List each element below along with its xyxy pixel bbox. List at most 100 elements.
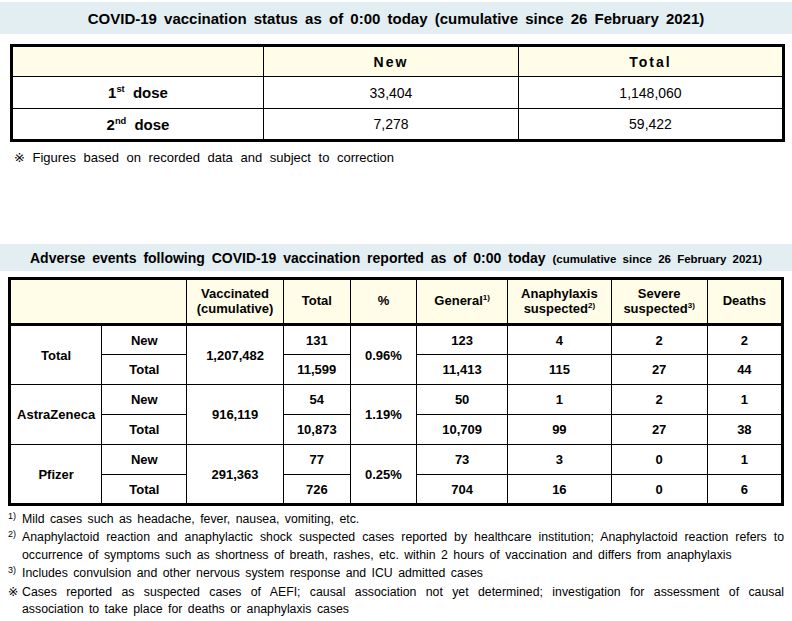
adverse-header-deaths: Deaths — [707, 279, 782, 325]
footnote-ref: 3) — [688, 300, 695, 309]
status-header-row: New Total — [12, 46, 784, 77]
adverse-title-sub: (cumulative since 26 February 2021) — [552, 253, 762, 265]
status-header-new: New — [264, 46, 519, 77]
adverse-title: Adverse events following COVID-19 vaccin… — [30, 250, 546, 266]
pfizer-cum-anaphylaxis: 16 — [508, 475, 611, 505]
total-cum-severe: 27 — [611, 355, 707, 385]
pfizer-cum-deaths: 6 — [707, 475, 782, 505]
footnote-3: 3) Includes convulsion and other nervous… — [8, 565, 784, 582]
row-label-new: New — [102, 385, 187, 415]
second-dose-new: 7,278 — [264, 109, 519, 141]
adverse-header-anaphylaxis: Anaphylaxissuspected2) — [508, 279, 611, 325]
vaccination-status-table: New Total 1st dose 33,404 1,148,060 2nd … — [10, 44, 785, 142]
footnotes: 1) Mild cases such as headache, fever, n… — [8, 511, 784, 619]
total-cum-total: 11,599 — [283, 355, 350, 385]
astrazeneca-vaccinated: 916,119 — [187, 385, 283, 445]
footnote-text: Mild cases such as headache, fever, naus… — [22, 511, 784, 528]
status-title: COVID-19 vaccination status as of 0:00 t… — [88, 10, 705, 27]
footnote-marker: 2) — [8, 528, 22, 563]
pfizer-new-deaths: 1 — [707, 445, 782, 475]
row-label-cumulative: Total — [102, 415, 187, 445]
dose-word: dose — [134, 116, 169, 133]
dose-number: 2 — [107, 116, 115, 133]
header-line: Severe — [638, 286, 681, 301]
dose-word: dose — [133, 84, 168, 101]
ordinal-suffix: nd — [115, 116, 126, 126]
footnote-1: 1) Mild cases such as headache, fever, n… — [8, 511, 784, 528]
group-label-pfizer: Pfizer — [10, 445, 102, 505]
table-row: AstraZeneca New 916,119 54 1.19% 50 1 2 … — [10, 385, 783, 415]
footnote-marker: ※ — [8, 584, 22, 619]
astrazeneca-new-total: 54 — [283, 385, 350, 415]
ordinal-suffix: st — [116, 84, 124, 94]
header-line: suspected — [623, 301, 687, 316]
total-new-severe: 2 — [611, 325, 707, 355]
row-label-cumulative: Total — [102, 355, 187, 385]
pfizer-new-total: 77 — [283, 445, 350, 475]
footnote-ref: 1) — [483, 293, 490, 302]
pfizer-new-anaphylaxis: 3 — [508, 445, 611, 475]
second-dose-label: 2nd dose — [12, 109, 264, 141]
pfizer-vaccinated: 291,363 — [187, 445, 283, 505]
adverse-header-total: Total — [283, 279, 350, 325]
total-cum-anaphylaxis: 115 — [508, 355, 611, 385]
adverse-header-row: Vaccinated(cumulative) Total % General1)… — [10, 279, 783, 325]
table-row: Pfizer New 291,363 77 0.25% 73 3 0 1 — [10, 445, 783, 475]
pfizer-percent: 0.25% — [350, 445, 416, 505]
adverse-header-percent: % — [350, 279, 416, 325]
header-line: Vaccinated — [201, 286, 269, 301]
astrazeneca-cum-anaphylaxis: 99 — [508, 415, 611, 445]
adverse-events-table: Vaccinated(cumulative) Total % General1)… — [8, 277, 784, 506]
group-label-total: Total — [10, 325, 102, 385]
adverse-header-empty — [10, 279, 187, 325]
astrazeneca-cum-general: 10,709 — [417, 415, 508, 445]
second-dose-total: 59,422 — [519, 109, 784, 141]
astrazeneca-cum-severe: 27 — [611, 415, 707, 445]
status-header-empty — [12, 46, 264, 77]
table-row: Total New 1,207,482 131 0.96% 123 4 2 2 — [10, 325, 783, 355]
footnote-marker: 3) — [8, 564, 22, 581]
astrazeneca-new-deaths: 1 — [707, 385, 782, 415]
adverse-header-vaccinated: Vaccinated(cumulative) — [187, 279, 283, 325]
status-header-total: Total — [519, 46, 784, 77]
group-label-astrazeneca: AstraZeneca — [10, 385, 102, 445]
first-dose-total: 1,148,060 — [519, 77, 784, 109]
footnote-marker: 1) — [8, 510, 22, 527]
footnote-text: Cases reported as suspected cases of AEF… — [22, 584, 784, 619]
header-line: suspected — [524, 301, 588, 316]
astrazeneca-new-severe: 2 — [611, 385, 707, 415]
note-text: Figures based on recorded data and subje… — [33, 150, 395, 165]
header-line: (cumulative) — [197, 301, 274, 316]
astrazeneca-cum-deaths: 38 — [707, 415, 782, 445]
row-label-cumulative: Total — [102, 475, 187, 505]
pfizer-new-general: 73 — [417, 445, 508, 475]
footnote-text: Includes convulsion and other nervous sy… — [22, 565, 784, 582]
total-new-general: 123 — [417, 325, 508, 355]
total-new-total: 131 — [283, 325, 350, 355]
header-line: General — [434, 293, 482, 308]
total-vaccinated: 1,207,482 — [187, 325, 283, 385]
table-row: 2nd dose 7,278 59,422 — [12, 109, 784, 141]
status-note: ※ Figures based on recorded data and sub… — [14, 150, 792, 165]
table-row: 1st dose 33,404 1,148,060 — [12, 77, 784, 109]
header-line: Anaphylaxis — [521, 286, 598, 301]
pfizer-new-severe: 0 — [611, 445, 707, 475]
astrazeneca-cum-total: 10,873 — [283, 415, 350, 445]
row-label-new: New — [102, 445, 187, 475]
footnote-ref: 2) — [588, 300, 595, 309]
total-cum-deaths: 44 — [707, 355, 782, 385]
note-marker: ※ — [14, 150, 25, 165]
total-cum-general: 11,413 — [417, 355, 508, 385]
footnote-text: Anaphylactoid reaction and anaphylactic … — [22, 529, 784, 564]
first-dose-label: 1st dose — [12, 77, 264, 109]
adverse-header-general: General1) — [417, 279, 508, 325]
astrazeneca-new-general: 50 — [417, 385, 508, 415]
pfizer-cum-severe: 0 — [611, 475, 707, 505]
total-percent: 0.96% — [350, 325, 416, 385]
astrazeneca-percent: 1.19% — [350, 385, 416, 445]
footnote-2: 2) Anaphylactoid reaction and anaphylact… — [8, 529, 784, 564]
first-dose-new: 33,404 — [264, 77, 519, 109]
total-new-anaphylaxis: 4 — [508, 325, 611, 355]
adverse-title-bar: Adverse events following COVID-19 vaccin… — [0, 244, 792, 271]
status-title-bar: COVID-19 vaccination status as of 0:00 t… — [0, 2, 792, 34]
